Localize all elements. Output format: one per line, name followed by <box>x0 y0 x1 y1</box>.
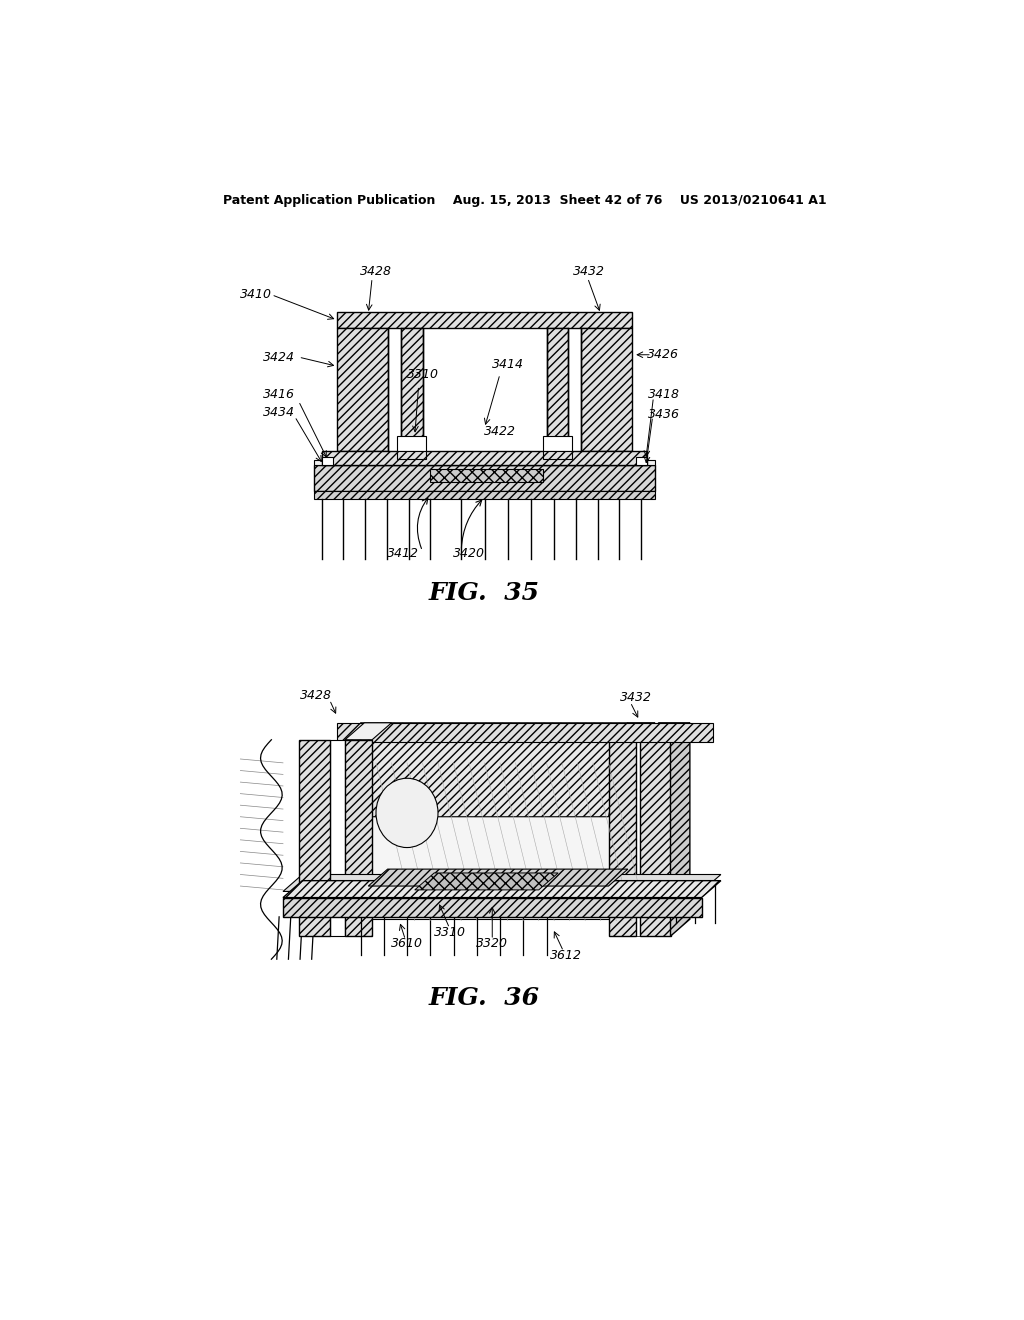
Polygon shape <box>608 739 636 936</box>
Bar <box>322 451 647 465</box>
Bar <box>397 436 426 451</box>
Polygon shape <box>671 723 690 936</box>
Text: 3424: 3424 <box>263 351 295 363</box>
Text: 3420: 3420 <box>453 546 485 560</box>
Text: 3310: 3310 <box>433 925 466 939</box>
Text: 3416: 3416 <box>263 388 295 401</box>
Bar <box>568 327 582 451</box>
Text: 3320: 3320 <box>476 937 508 950</box>
Polygon shape <box>608 723 655 739</box>
Bar <box>423 327 547 451</box>
Bar <box>314 491 655 499</box>
Bar <box>337 327 388 451</box>
Polygon shape <box>351 723 628 817</box>
Bar <box>397 451 426 459</box>
Polygon shape <box>345 739 372 936</box>
Text: 3432: 3432 <box>620 690 651 704</box>
Polygon shape <box>283 880 721 898</box>
Bar <box>400 327 423 451</box>
Text: 3434: 3434 <box>263 407 295 418</box>
Text: 3418: 3418 <box>648 388 680 401</box>
Bar <box>314 461 655 465</box>
Bar <box>337 313 632 327</box>
Bar <box>543 436 572 451</box>
Bar <box>582 327 632 451</box>
Text: 3428: 3428 <box>300 689 332 702</box>
Polygon shape <box>640 739 671 936</box>
Polygon shape <box>283 898 701 917</box>
Polygon shape <box>360 723 628 919</box>
Text: 3610: 3610 <box>391 937 423 950</box>
Polygon shape <box>640 723 690 739</box>
Text: 3410: 3410 <box>240 288 272 301</box>
Bar <box>430 469 543 482</box>
Polygon shape <box>415 873 558 890</box>
Bar <box>388 327 400 451</box>
Polygon shape <box>345 723 391 739</box>
Text: 3436: 3436 <box>648 408 680 421</box>
Bar <box>547 327 568 451</box>
Bar <box>636 457 647 465</box>
Text: 3612: 3612 <box>550 949 582 962</box>
Text: 3412: 3412 <box>387 546 419 560</box>
Bar <box>314 465 655 491</box>
Bar <box>543 451 572 459</box>
Polygon shape <box>369 869 628 886</box>
Text: 3428: 3428 <box>360 265 392 279</box>
Text: 3422: 3422 <box>484 425 516 438</box>
Text: FIG.  36: FIG. 36 <box>429 986 540 1010</box>
Text: 3310: 3310 <box>407 367 438 380</box>
Polygon shape <box>330 739 345 936</box>
Text: 3426: 3426 <box>647 348 679 362</box>
Polygon shape <box>299 739 330 936</box>
Text: FIG.  35: FIG. 35 <box>429 581 540 606</box>
Text: 3414: 3414 <box>492 358 523 371</box>
Text: Patent Application Publication    Aug. 15, 2013  Sheet 42 of 76    US 2013/02106: Patent Application Publication Aug. 15, … <box>223 194 826 207</box>
Bar <box>322 457 334 465</box>
Polygon shape <box>283 875 721 891</box>
Ellipse shape <box>376 779 438 847</box>
Polygon shape <box>337 723 713 742</box>
Text: 3432: 3432 <box>573 265 605 279</box>
Polygon shape <box>636 739 640 936</box>
